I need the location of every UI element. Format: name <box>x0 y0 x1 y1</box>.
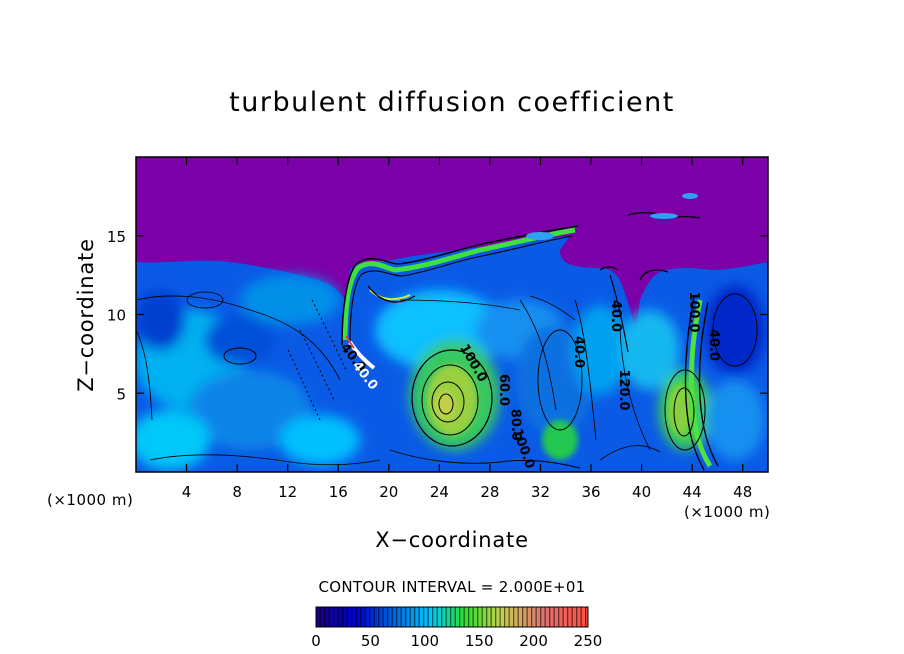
colorbar-tick-label: 150 <box>465 632 494 650</box>
x-tick-label: 8 <box>232 483 242 501</box>
y-axis-label: Z−coordinate <box>74 238 98 392</box>
x-tick-label: 44 <box>683 483 702 501</box>
x-tick-label: 4 <box>182 483 192 501</box>
contour-lines <box>136 291 758 469</box>
y-tick-label: 15 <box>107 228 126 246</box>
contour-label: 80.0 <box>507 409 523 442</box>
contour-label: 120.0 <box>616 369 631 410</box>
colorbar-tick-label: 250 <box>574 632 603 650</box>
y-tick-label: 10 <box>107 307 126 325</box>
x-tick-label: 32 <box>531 483 550 501</box>
contour-label: 60.0 <box>496 374 511 406</box>
x-tick-label: 36 <box>581 483 600 501</box>
colorbar-ticks: 0 50 100 150 200 250 <box>311 632 602 650</box>
contour-label: 40.0 <box>706 329 721 361</box>
colorbar-tick-label: 100 <box>410 632 439 650</box>
x-axis-ticks: 4 8 12 16 20 24 28 32 36 40 44 48 <box>182 157 752 501</box>
contour-interval-note: CONTOUR INTERVAL = 2.000E+01 <box>318 578 585 596</box>
x-tick-label: 40 <box>632 483 651 501</box>
x-unit-right: (×1000 m) <box>684 503 770 521</box>
x-tick-label: 28 <box>480 483 499 501</box>
x-tick-label: 20 <box>379 483 398 501</box>
chart-title: turbulent diffusion coefficient <box>229 87 675 118</box>
y-axis-ticks: 5 10 15 <box>107 228 768 403</box>
contour-label: 100.0 <box>686 291 701 332</box>
x-tick-label: 16 <box>329 483 348 501</box>
contour-label: 40.0 <box>571 336 586 368</box>
colorbar: 0 50 100 150 200 250 <box>311 606 602 650</box>
colorbar-stripes <box>316 607 588 627</box>
contour-label: 40.0 <box>608 300 623 332</box>
x-unit-left: (×1000 m) <box>47 491 133 509</box>
colorbar-tick-label: 50 <box>361 632 380 650</box>
colorbar-frame <box>315 606 589 628</box>
x-tick-label: 12 <box>278 483 297 501</box>
diffusion-field <box>136 157 768 472</box>
colorbar-tick-label: 0 <box>311 632 321 650</box>
x-axis-label: X−coordinate <box>375 528 529 552</box>
x-tick-label: 24 <box>430 483 449 501</box>
colorbar-tick-label: 200 <box>519 632 548 650</box>
y-tick-label: 5 <box>116 385 126 403</box>
shear-layer <box>342 227 576 341</box>
x-tick-label: 48 <box>733 483 752 501</box>
